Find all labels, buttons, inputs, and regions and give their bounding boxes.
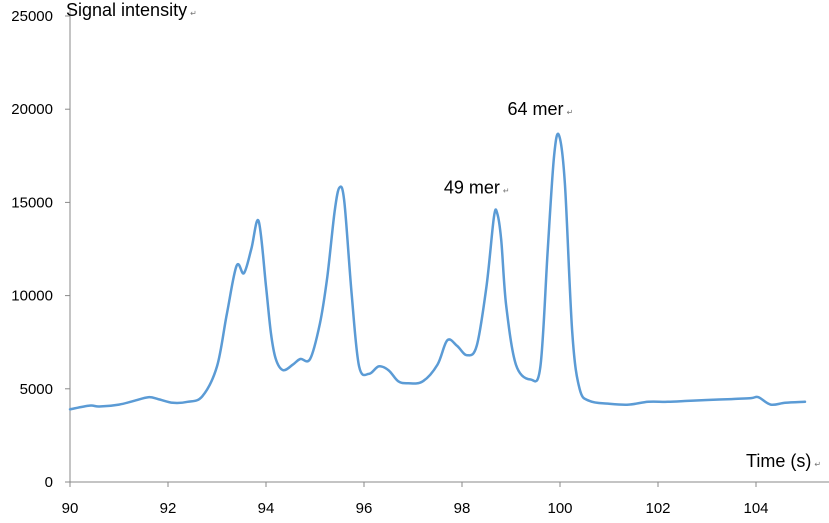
- x-axis-title-paragraph-mark: ↵: [814, 460, 821, 469]
- y-tick-label: 0: [45, 474, 53, 491]
- y-tick-label: 5000: [20, 381, 53, 398]
- x-tick-label: 102: [645, 500, 670, 517]
- peak-annotation-label: 49 mer ↵: [444, 177, 510, 197]
- x-tick-label: 100: [547, 500, 572, 517]
- y-axis-title: Signal intensity ↵: [66, 0, 197, 20]
- x-tick-label: 92: [160, 500, 177, 517]
- signal-series-line: [68, 132, 807, 411]
- x-axis-title: Time (s) ↵: [746, 451, 821, 471]
- x-tick-label: 98: [454, 500, 471, 517]
- peak-annotations: 64 mer ↵ 49 mer ↵: [444, 99, 573, 197]
- y-tick-label: 15000: [11, 194, 53, 211]
- y-tick-label: 25000: [11, 8, 53, 25]
- x-tick-label: 90: [62, 500, 79, 517]
- x-tick-label: 104: [743, 500, 768, 517]
- peak-annotation-label: 64 mer ↵: [508, 99, 574, 119]
- x-tick-label: 96: [356, 500, 373, 517]
- x-tick-group: 90 92 94 96 98 100 102 104: [62, 482, 769, 517]
- y-axis-title-paragraph-mark: ↵: [190, 9, 197, 18]
- y-tick-label: 10000: [11, 288, 53, 305]
- y-axis-title-text: Signal intensity: [66, 0, 187, 20]
- y-tick-label: 20000: [11, 101, 53, 118]
- x-axis-title-text: Time (s): [746, 451, 811, 471]
- x-tick-label: 94: [258, 500, 275, 517]
- y-tick-group: 0 5000 10000 15000 20000 25000: [11, 8, 70, 491]
